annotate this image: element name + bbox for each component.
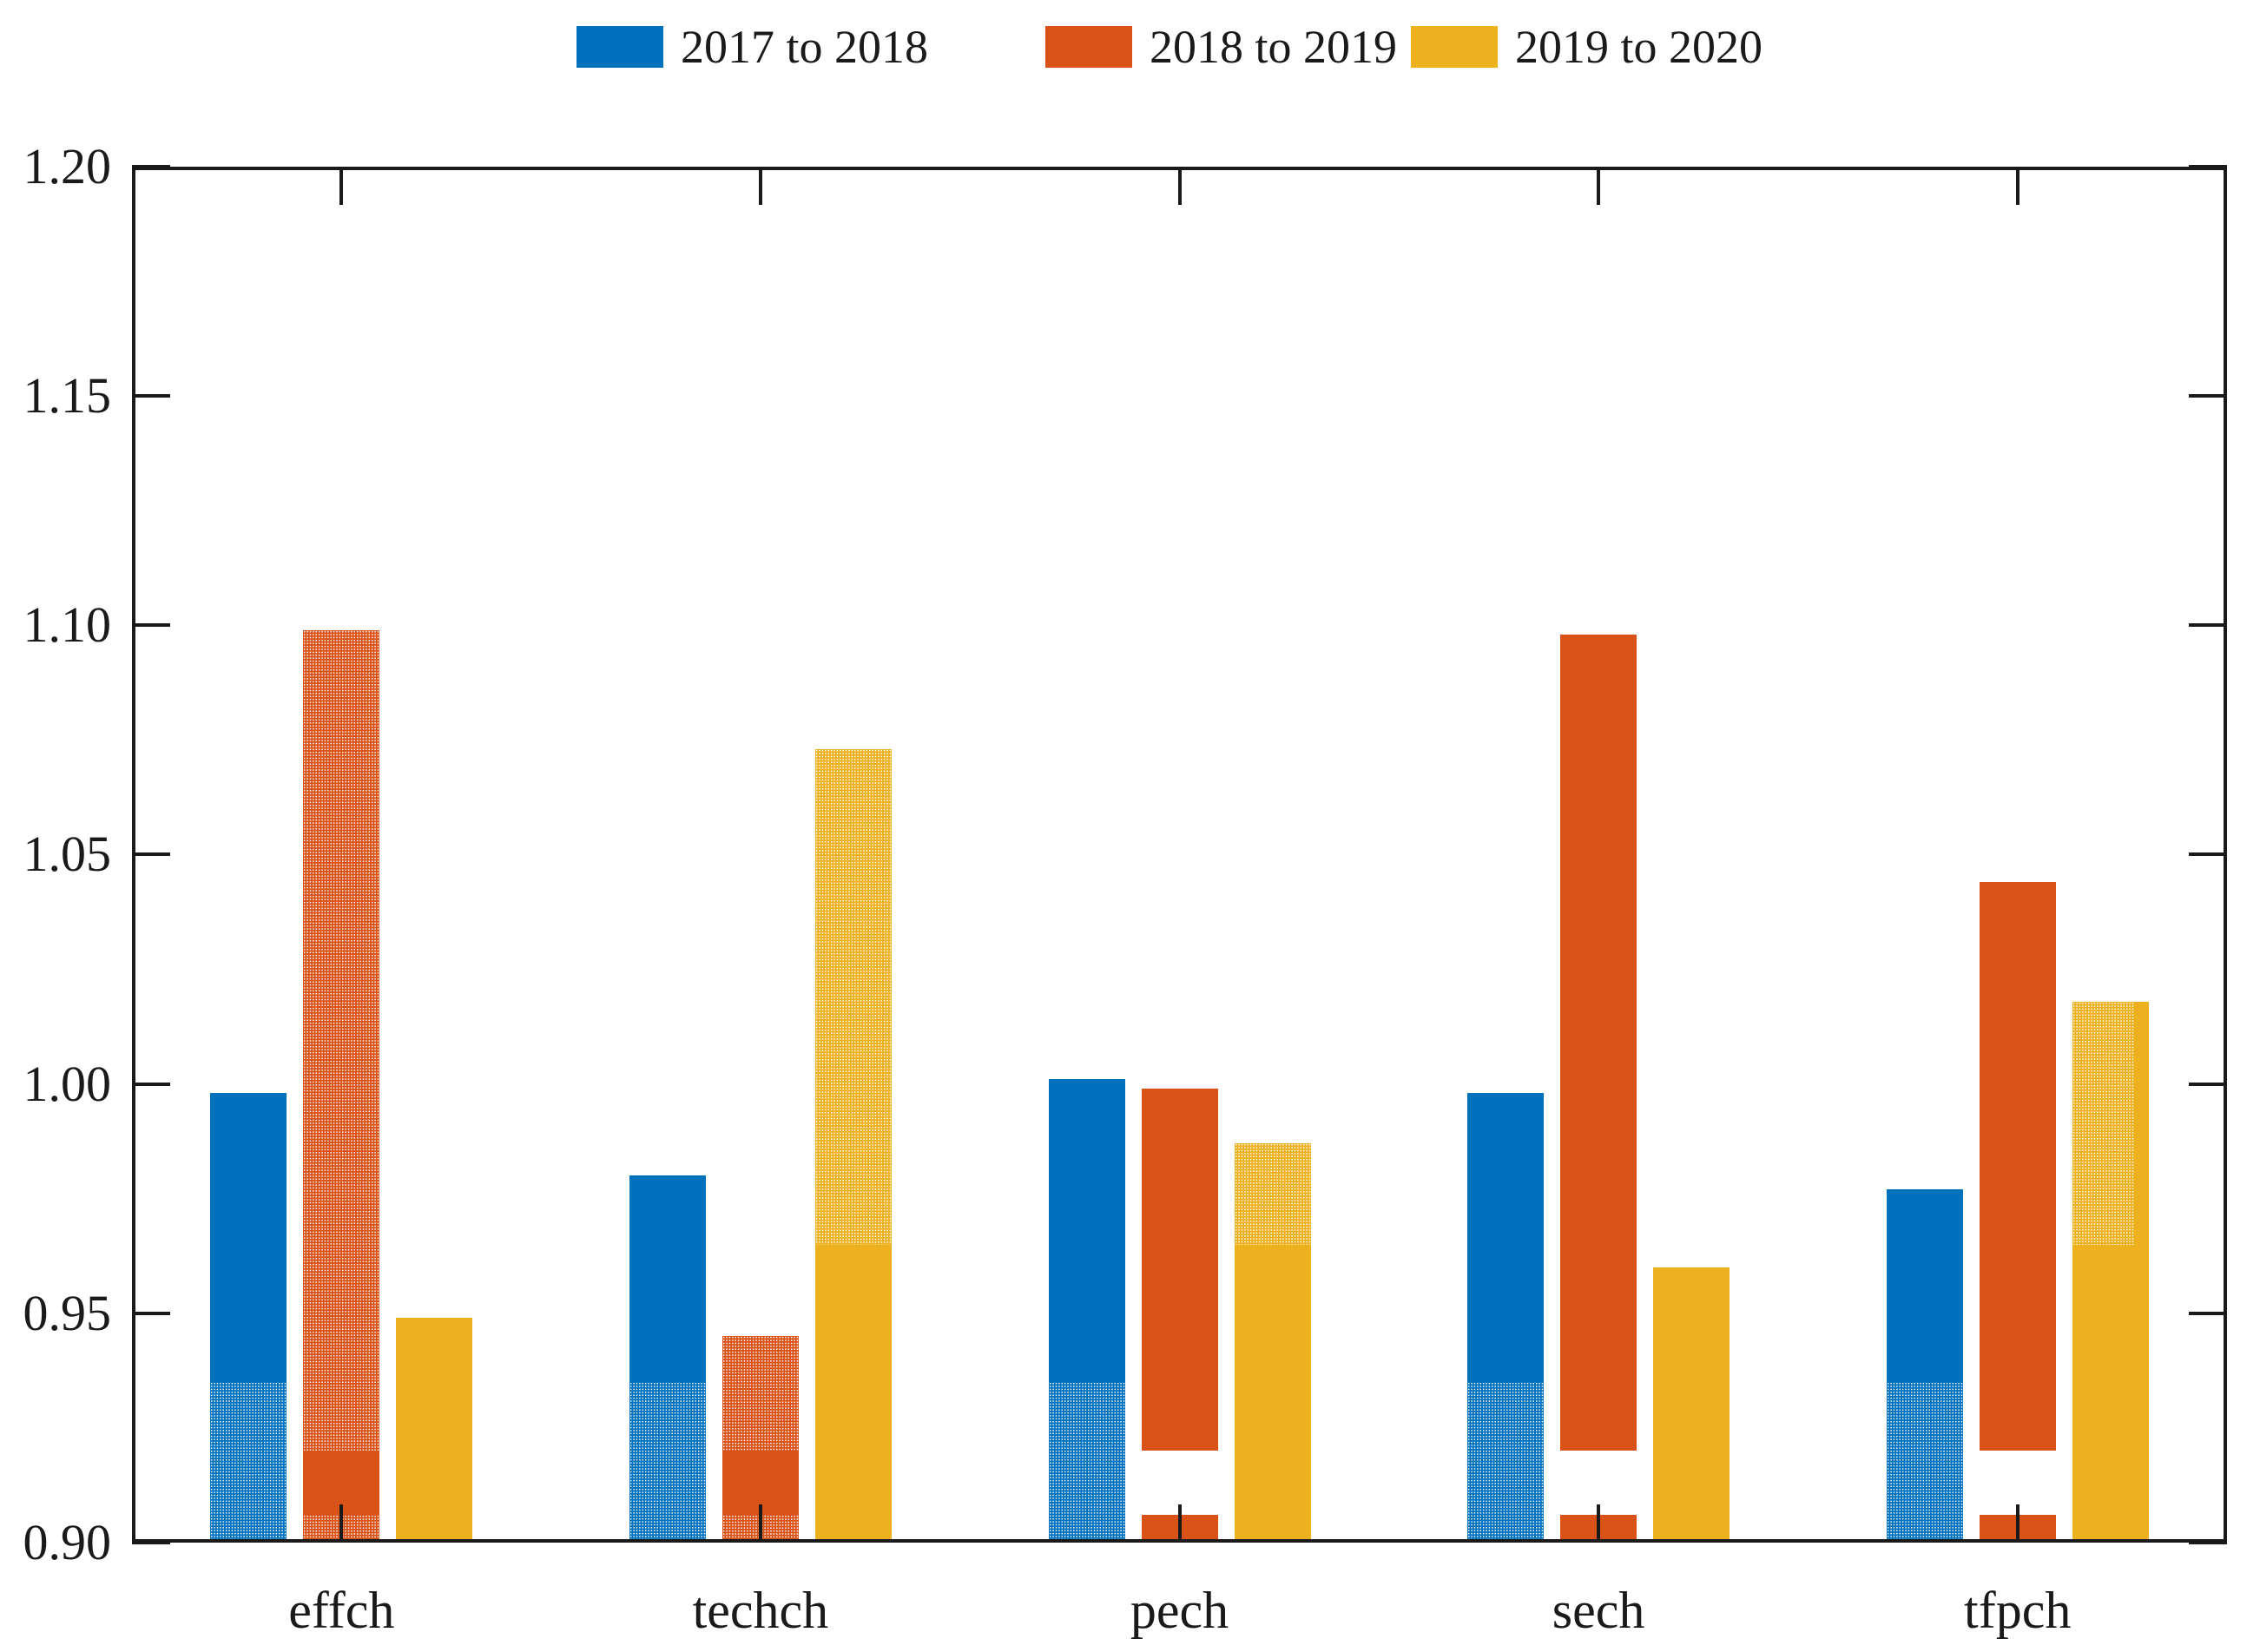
y-tick-mark-left bbox=[132, 1312, 170, 1315]
bar-tfpch-2018-to-2019 bbox=[1979, 882, 2056, 1451]
bar-effch-2018-to-2019 bbox=[303, 1451, 380, 1516]
bar-tfpch-2017-to-2018 bbox=[1886, 1382, 1963, 1543]
legend-swatch-orange-icon bbox=[1045, 26, 1132, 68]
bar-pech-2018-to-2019 bbox=[1141, 1088, 1218, 1451]
x-tick-mark-top bbox=[2015, 167, 2020, 205]
x-tick-mark-top bbox=[339, 167, 344, 205]
bar-techch-2017-to-2018 bbox=[629, 1382, 706, 1543]
bar-pech-2017-to-2018 bbox=[1048, 1079, 1125, 1383]
y-tick-label: 1.20 bbox=[23, 138, 112, 194]
y-tick-mark-left bbox=[132, 852, 170, 856]
y-tick-label: 1.00 bbox=[23, 1056, 112, 1112]
y-tick-label: 1.15 bbox=[23, 367, 112, 424]
y-tick-mark-right bbox=[2189, 394, 2227, 398]
bar-pech-2019-to-2020 bbox=[1234, 1244, 1311, 1543]
bar-sech-2018-to-2019 bbox=[1560, 634, 1637, 1451]
bar-sech-2017-to-2018 bbox=[1467, 1382, 1545, 1543]
bar-effch-2018-to-2019 bbox=[303, 629, 380, 1451]
plot-box bbox=[132, 167, 2227, 1543]
x-category-label: sech bbox=[1552, 1582, 1645, 1639]
bar-sech-2017-to-2018 bbox=[1467, 1093, 1545, 1383]
x-tick-mark-bottom bbox=[339, 1504, 344, 1543]
x-tick-mark-top bbox=[1177, 167, 1182, 205]
bar-techch-2018-to-2019 bbox=[721, 1451, 799, 1516]
y-tick-label: 0.95 bbox=[23, 1285, 112, 1341]
y-tick-label: 1.10 bbox=[23, 596, 112, 653]
y-tick-mark-left bbox=[132, 165, 170, 168]
x-tick-mark-top bbox=[1597, 167, 1601, 205]
y-tick-label: 1.05 bbox=[23, 826, 112, 882]
x-category-label: effch bbox=[288, 1582, 395, 1639]
legend-swatch-blue-icon bbox=[577, 26, 663, 68]
x-tick-mark-bottom bbox=[1177, 1504, 1182, 1543]
y-tick-mark-left bbox=[132, 1083, 170, 1086]
y-tick-mark-right bbox=[2189, 623, 2227, 627]
bar-pech-2019-to-2020 bbox=[1234, 1143, 1311, 1245]
y-tick-mark-left bbox=[132, 623, 170, 627]
bar-techch-2019-to-2020 bbox=[814, 748, 892, 1245]
x-tick-mark-bottom bbox=[1597, 1504, 1601, 1543]
x-category-label: techch bbox=[692, 1582, 829, 1639]
legend-swatch-yellow-icon bbox=[1411, 26, 1498, 68]
x-tick-mark-top bbox=[758, 167, 762, 205]
legend-label: 2017 to 2018 bbox=[681, 21, 929, 73]
y-tick-mark-right bbox=[2189, 1541, 2227, 1544]
y-tick-mark-right bbox=[2189, 1083, 2227, 1086]
bar-pech-2017-to-2018 bbox=[1048, 1382, 1125, 1543]
bar-techch-2018-to-2019 bbox=[721, 1336, 799, 1451]
bar-techch-2019-to-2020 bbox=[814, 1244, 892, 1543]
bar-tfpch-2017-to-2018 bbox=[1886, 1189, 1963, 1383]
bar-sech-2019-to-2020 bbox=[1653, 1267, 1730, 1543]
bar-tfpch-2019-to-2020 bbox=[2072, 1001, 2135, 1245]
legend-label: 2018 to 2019 bbox=[1150, 21, 1398, 73]
x-category-label: pech bbox=[1130, 1582, 1229, 1639]
bar-tfpch-2019-to-2020 bbox=[2072, 1244, 2149, 1543]
bar-effch-2019-to-2020 bbox=[396, 1318, 473, 1543]
y-tick-mark-left bbox=[132, 394, 170, 398]
legend-label: 2019 to 2020 bbox=[1515, 21, 1763, 73]
x-tick-mark-bottom bbox=[758, 1504, 762, 1543]
y-tick-mark-left bbox=[132, 1541, 170, 1544]
y-tick-mark-right bbox=[2189, 852, 2227, 856]
bar-techch-2017-to-2018 bbox=[629, 1175, 706, 1383]
x-tick-mark-bottom bbox=[2015, 1504, 2020, 1543]
y-tick-mark-right bbox=[2189, 1312, 2227, 1315]
y-tick-mark-right bbox=[2189, 165, 2227, 168]
y-tick-label: 0.90 bbox=[23, 1514, 112, 1570]
bar-effch-2017-to-2018 bbox=[210, 1382, 287, 1543]
x-category-label: tfpch bbox=[1964, 1582, 2072, 1639]
bar-tfpch-2019-to-2020-sliver bbox=[2134, 1001, 2149, 1245]
bar-effch-2017-to-2018 bbox=[210, 1093, 287, 1383]
